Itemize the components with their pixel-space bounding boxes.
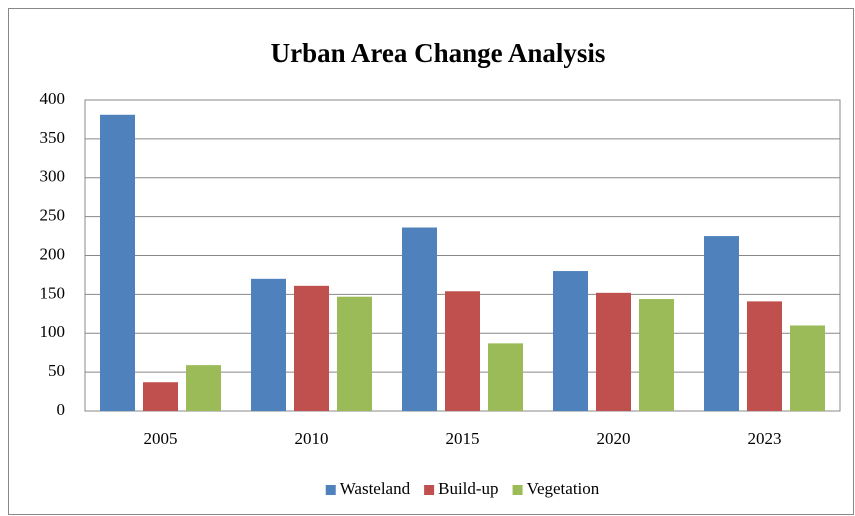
legend-swatch [512, 485, 523, 495]
y-tick-label: 300 [40, 167, 66, 186]
bar [143, 382, 178, 411]
bar [294, 285, 329, 411]
chart-title: Urban Area Change Analysis [271, 38, 606, 68]
bar [100, 114, 135, 412]
y-tick-label: 400 [40, 89, 66, 108]
bar [704, 236, 739, 411]
y-tick-label: 250 [40, 206, 66, 225]
y-tick-label: 100 [40, 322, 66, 341]
y-tick-label: 200 [40, 244, 66, 263]
legend-label: Vegetation [527, 479, 600, 498]
x-tick-label: 2010 [295, 429, 329, 448]
x-tick-label: 2005 [144, 429, 178, 448]
x-tick-label: 2015 [446, 429, 480, 448]
bar [790, 325, 825, 411]
y-tick-label: 350 [40, 128, 66, 147]
bar [596, 292, 631, 411]
y-tick-label: 150 [40, 283, 66, 302]
x-tick-label: 2023 [748, 429, 782, 448]
y-tick-label: 0 [57, 400, 66, 419]
bar [251, 278, 286, 411]
bar [747, 301, 782, 411]
legend-swatch [325, 485, 336, 495]
legend-label: Wasteland [340, 479, 411, 498]
bar [553, 271, 588, 411]
bar [445, 291, 480, 411]
bar [488, 343, 523, 411]
x-tick-label: 2020 [597, 429, 631, 448]
bar [337, 296, 372, 411]
bar [402, 227, 437, 411]
legend-swatch [424, 485, 435, 495]
bar [186, 365, 221, 411]
bar [639, 299, 674, 411]
y-tick-label: 50 [48, 361, 65, 380]
legend-label: Build-up [438, 479, 498, 498]
